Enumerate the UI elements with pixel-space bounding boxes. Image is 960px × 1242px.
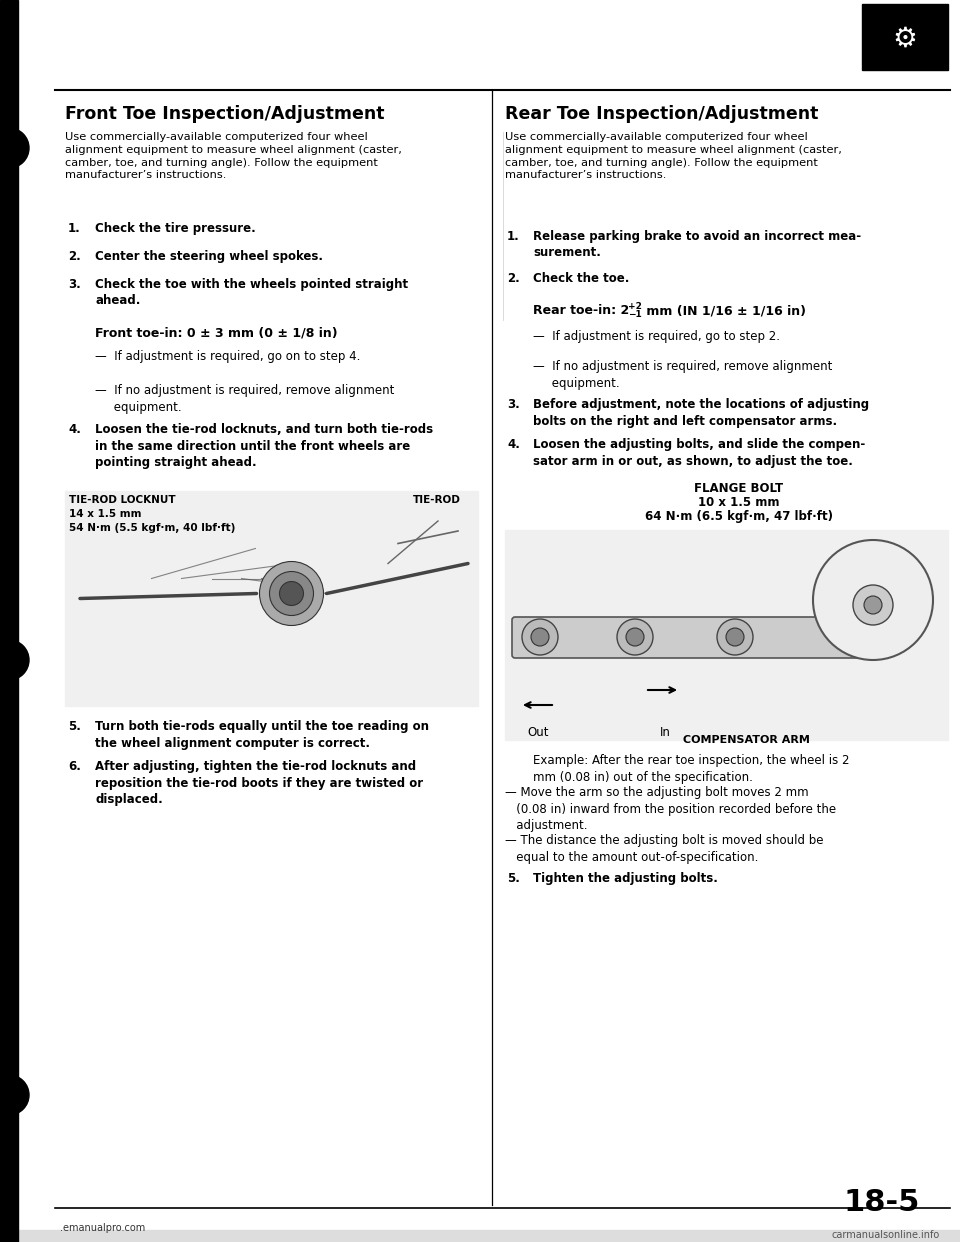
Bar — [505, 530, 948, 740]
Circle shape — [270, 571, 314, 616]
Text: FLANGE BOLT: FLANGE BOLT — [694, 482, 783, 496]
Circle shape — [522, 619, 558, 655]
Text: 2.: 2. — [68, 250, 81, 263]
Text: —  If adjustment is required, go to step 2.: — If adjustment is required, go to step … — [533, 330, 780, 343]
Text: Rear Toe Inspection/Adjustment: Rear Toe Inspection/Adjustment — [505, 106, 818, 123]
Circle shape — [0, 128, 29, 168]
Text: 5.: 5. — [507, 872, 520, 886]
Text: Check the toe.: Check the toe. — [533, 272, 630, 284]
Circle shape — [813, 540, 933, 660]
Text: 2.: 2. — [507, 272, 519, 284]
Text: 64 N·m (6.5 kgf·m, 47 lbf·ft): 64 N·m (6.5 kgf·m, 47 lbf·ft) — [645, 510, 833, 523]
Text: Loosen the adjusting bolts, and slide the compen-
sator arm in or out, as shown,: Loosen the adjusting bolts, and slide th… — [533, 438, 865, 467]
Circle shape — [626, 628, 644, 646]
Text: 3.: 3. — [68, 278, 81, 291]
Text: TIE-ROD LOCKNUT: TIE-ROD LOCKNUT — [69, 496, 176, 505]
Text: Check the toe with the wheels pointed straight
ahead.: Check the toe with the wheels pointed st… — [95, 278, 408, 307]
Text: 3.: 3. — [507, 397, 519, 411]
Text: 14 x 1.5 mm: 14 x 1.5 mm — [69, 509, 141, 519]
Text: 18-5: 18-5 — [844, 1189, 920, 1217]
Text: 1.: 1. — [68, 222, 81, 235]
Text: TIE-ROD: TIE-ROD — [413, 496, 461, 505]
Text: ⚙: ⚙ — [893, 25, 918, 53]
Text: —  If no adjustment is required, remove alignment
     equipment.: — If no adjustment is required, remove a… — [533, 360, 832, 390]
FancyBboxPatch shape — [512, 617, 881, 658]
Text: Out: Out — [527, 727, 548, 739]
Circle shape — [726, 628, 744, 646]
Circle shape — [864, 596, 882, 614]
Text: — The distance the adjusting bolt is moved should be
   equal to the amount out-: — The distance the adjusting bolt is mov… — [505, 833, 824, 863]
Circle shape — [853, 585, 893, 625]
Text: In: In — [660, 727, 671, 739]
Text: Turn both tie-rods equally until the toe reading on
the wheel alignment computer: Turn both tie-rods equally until the toe… — [95, 720, 429, 749]
Text: COMPENSATOR ARM: COMPENSATOR ARM — [684, 735, 810, 745]
Bar — [65, 491, 478, 705]
Text: Rear toe-in: 2: Rear toe-in: 2 — [533, 304, 634, 317]
Circle shape — [717, 619, 753, 655]
Circle shape — [279, 581, 303, 606]
Text: Release parking brake to avoid an incorrect mea-
surement.: Release parking brake to avoid an incorr… — [533, 230, 861, 260]
Text: Center the steering wheel spokes.: Center the steering wheel spokes. — [95, 250, 323, 263]
Text: —  If no adjustment is required, remove alignment
     equipment.: — If no adjustment is required, remove a… — [95, 384, 395, 414]
Text: mm (IN 1/16 ± 1/16 in): mm (IN 1/16 ± 1/16 in) — [642, 304, 806, 317]
Text: 1.: 1. — [507, 230, 519, 243]
Text: 4.: 4. — [507, 438, 520, 451]
Text: Front Toe Inspection/Adjustment: Front Toe Inspection/Adjustment — [65, 106, 385, 123]
Circle shape — [0, 1076, 29, 1115]
Bar — [862, 4, 948, 70]
Text: Loosen the tie-rod locknuts, and turn both tie-rods
in the same direction until : Loosen the tie-rod locknuts, and turn bo… — [95, 424, 433, 469]
Text: +2: +2 — [628, 302, 642, 310]
Circle shape — [617, 619, 653, 655]
Text: Use commercially-available computerized four wheel
alignment equipment to measur: Use commercially-available computerized … — [65, 132, 402, 180]
Bar — [0, 0, 18, 1242]
Bar — [0, 1230, 960, 1242]
Text: .emanualpro.com: .emanualpro.com — [60, 1223, 145, 1233]
Text: 5.: 5. — [68, 720, 81, 733]
Text: 6.: 6. — [68, 760, 81, 773]
Text: Use commercially-available computerized four wheel
alignment equipment to measur: Use commercially-available computerized … — [505, 132, 842, 180]
Circle shape — [0, 640, 29, 681]
Text: Before adjustment, note the locations of adjusting
bolts on the right and left c: Before adjustment, note the locations of… — [533, 397, 869, 427]
Text: Example: After the rear toe inspection, the wheel is 2
mm (0.08 in) out of the s: Example: After the rear toe inspection, … — [533, 754, 850, 784]
Text: Tighten the adjusting bolts.: Tighten the adjusting bolts. — [533, 872, 718, 886]
Text: carmanualsonline.info: carmanualsonline.info — [831, 1230, 940, 1240]
Text: 4.: 4. — [68, 424, 81, 436]
Text: After adjusting, tighten the tie-rod locknuts and
reposition the tie-rod boots i: After adjusting, tighten the tie-rod loc… — [95, 760, 423, 806]
Circle shape — [531, 628, 549, 646]
Text: 10 x 1.5 mm: 10 x 1.5 mm — [698, 496, 780, 509]
Text: —  If adjustment is required, go on to step 4.: — If adjustment is required, go on to st… — [95, 350, 360, 363]
Text: Front toe-in: 0 ± 3 mm (0 ± 1/8 in): Front toe-in: 0 ± 3 mm (0 ± 1/8 in) — [95, 325, 338, 339]
Text: −1: −1 — [628, 310, 641, 319]
Text: — Move the arm so the adjusting bolt moves 2 mm
   (0.08 in) inward from the pos: — Move the arm so the adjusting bolt mov… — [505, 786, 836, 832]
Circle shape — [259, 561, 324, 626]
Text: Check the tire pressure.: Check the tire pressure. — [95, 222, 255, 235]
Text: 54 N·m (5.5 kgf·m, 40 lbf·ft): 54 N·m (5.5 kgf·m, 40 lbf·ft) — [69, 523, 235, 533]
